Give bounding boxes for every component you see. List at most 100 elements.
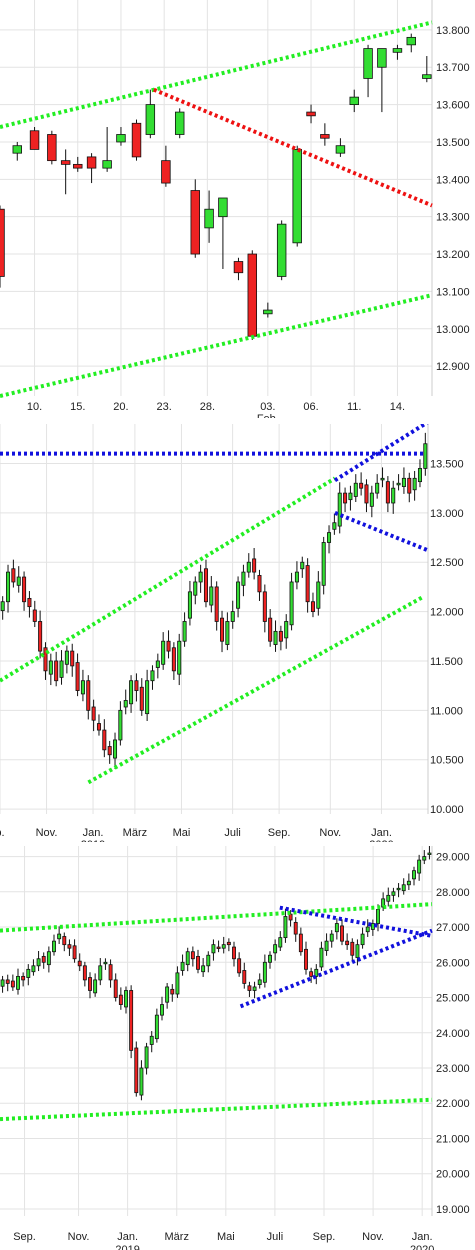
candle-body [375,482,380,494]
candle-body [52,940,56,953]
x-tick-label: Sep. [13,1231,36,1243]
candle-body [293,921,298,935]
candle [190,179,200,258]
candle [180,954,185,976]
candle [73,156,83,172]
y-tick-label: 10.000 [430,804,464,816]
candle-body [171,647,176,672]
x-tick-label: März [165,1231,189,1243]
candle-body [226,941,231,946]
trend-line [334,511,429,553]
candle-body [377,48,387,68]
candle [118,701,123,746]
candle [64,645,69,674]
candle [316,571,321,616]
candle [246,553,251,578]
y-tick-label: 11.500 [430,656,463,668]
candle-body [36,958,41,967]
candle [257,973,262,989]
x-tick-label: Jan. [83,827,104,839]
candle [247,981,252,997]
candle [305,558,310,613]
candle [268,609,273,647]
candle-body [335,145,346,154]
trend-line [0,20,433,129]
candle [21,972,26,987]
candle [165,982,170,1009]
candle-body [0,601,5,612]
candle [185,947,190,972]
candle-body [203,568,208,603]
candle [129,985,134,1059]
candle [206,951,211,973]
x-tick-label: 20. [113,401,128,413]
candle [401,467,406,494]
candle-body [305,565,310,603]
candle-body [72,945,77,960]
x-sub-label: 2020 [369,839,393,842]
x-tick-label: Nov. [68,1231,90,1243]
candle-body [12,145,23,154]
candle [29,127,40,150]
candle-body [306,111,316,117]
candle [262,584,267,633]
candle-body [116,134,126,143]
candle [160,996,164,1021]
y-tick-label: 13.200 [436,249,470,261]
candle [377,48,387,113]
candle-body [139,1067,144,1096]
candle [91,699,96,732]
candle [123,689,128,715]
candle-body [268,617,273,642]
candle [381,892,386,912]
candle-body [198,571,203,583]
candle-body [123,700,128,708]
candle-body [113,739,118,759]
candle-body [422,856,427,861]
candle-body [337,492,342,527]
candle-body [263,309,273,315]
x-tick-label: Juli [267,1231,284,1243]
candle [38,610,43,659]
candle [59,650,64,685]
candle-body [300,561,305,570]
candle-body [154,1014,159,1040]
candle [364,479,369,513]
candle [427,846,432,860]
candle-body [0,979,5,987]
candle [139,678,144,716]
candle [289,572,294,631]
candle [67,939,72,956]
candle-body [0,208,5,277]
candle-body [334,923,339,933]
candle-body [175,972,180,995]
candle [309,967,314,983]
candle-body [204,208,214,229]
candle [221,936,226,954]
candle-body [77,960,82,967]
candle-body [145,104,156,135]
candle-body [221,944,226,949]
candle-body [278,630,283,642]
candle [116,127,126,146]
candle-body [233,261,244,274]
candle [241,564,246,597]
candle-body [369,492,374,507]
candle-body [278,937,283,948]
candle-body [327,532,332,543]
candle-body [102,160,112,169]
candle [417,459,422,488]
candle [337,482,342,534]
y-tick-label: 27.000 [436,922,470,934]
y-tick-label: 29.000 [436,852,470,864]
candle [304,941,308,975]
candle [247,250,258,340]
candle-body [11,568,16,583]
candle-body [380,477,385,481]
candle [314,964,319,985]
x-tick-label: Sep. [268,827,291,839]
candle [242,962,247,989]
candle [60,149,71,195]
x-tick-label: 11. [347,401,361,413]
candlestick-chart-1: 13.800 13.700 13.600 13.500 13.400 13.300 13.2… [0,0,470,418]
